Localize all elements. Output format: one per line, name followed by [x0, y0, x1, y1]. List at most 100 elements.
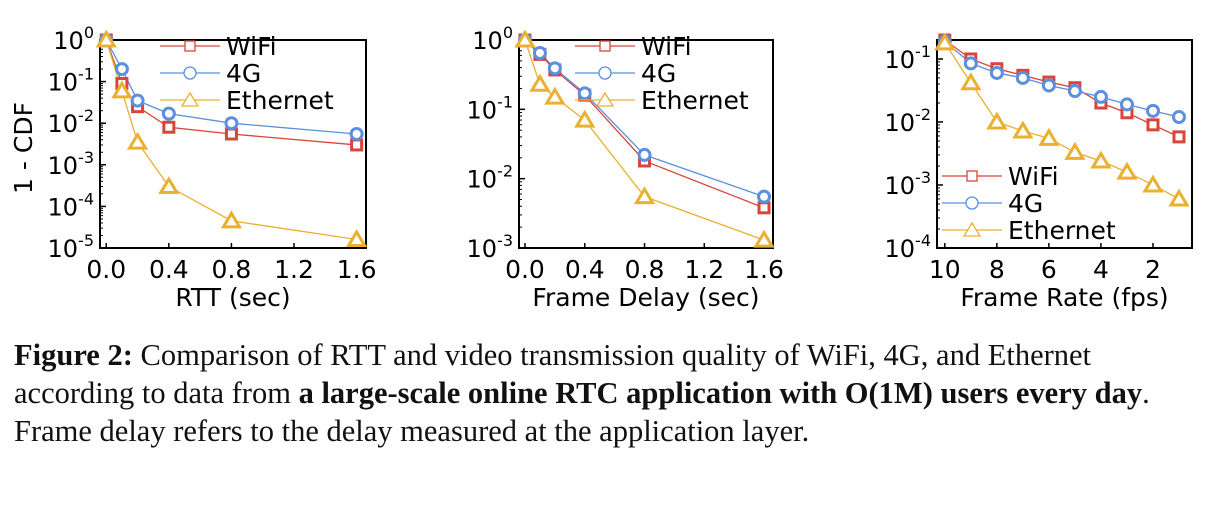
y-tick-label: 10-4: [885, 231, 932, 263]
x-tick-label: 4: [1093, 255, 1109, 284]
x-tick-label: 6: [1041, 255, 1057, 284]
data-point-4g: [989, 65, 1004, 80]
chart-3: 10 8 6 4 2 10-1 10-2 10-3 10-4 Frame Rate (fps) Wi…: [885, 32, 1193, 312]
caption-bold-text: a large-scale online RTC application wit…: [298, 376, 1143, 410]
y-tick-label: 100: [53, 23, 94, 55]
data-point-wifi: [1172, 130, 1186, 144]
data-point-4g: [1119, 97, 1134, 112]
x-tick-label: 0.4: [565, 255, 605, 284]
data-point-wifi: [1146, 118, 1160, 132]
chart-1: 0.0 0.4 0.8 1.2 1.6 100 10-1 10-2 10-3 10-4 10-5 RT…: [9, 23, 376, 312]
data-point-4g: [1145, 103, 1160, 118]
y-tick-label: 10-1: [885, 42, 932, 74]
data-point-ethernet: [960, 72, 982, 91]
y-tick-label: 10-2: [885, 105, 932, 137]
legend-label: WiFi: [1008, 162, 1059, 191]
y-tick-label: 100: [472, 23, 513, 55]
y-tick-label: 10-3: [48, 148, 95, 180]
data-point-ethernet: [345, 229, 368, 248]
legend-marker: [966, 170, 978, 182]
data-point-4g: [637, 147, 652, 162]
data-point-wifi: [757, 201, 771, 215]
figure-caption: Figure 2: Comparison of RTT and video tr…: [14, 336, 1214, 450]
data-point-4g: [130, 93, 145, 108]
data-point-ethernet: [514, 29, 536, 48]
data-point-ethernet: [753, 229, 775, 248]
legend-label: 4G: [1008, 189, 1043, 218]
data-point-4g: [1093, 89, 1108, 104]
data-point-4g: [1015, 70, 1030, 85]
data-point-4g: [532, 45, 547, 60]
legend-label: Ethernet: [641, 86, 749, 115]
data-point-ethernet: [934, 32, 956, 51]
series-line-ethernet: [944, 42, 1180, 200]
data-point-ethernet: [633, 186, 656, 205]
legend-marker: [965, 196, 979, 210]
data-point-wifi: [224, 127, 238, 141]
legend-label: 4G: [226, 59, 261, 88]
data-point-4g: [349, 127, 364, 142]
axes-frame: [518, 39, 774, 249]
legend-marker: [599, 40, 611, 52]
data-point-ethernet: [111, 80, 133, 99]
legend-marker: [962, 221, 982, 237]
data-point-ethernet: [95, 29, 117, 48]
x-tick-label: 1.2: [274, 255, 314, 284]
data-point-ethernet: [220, 210, 243, 229]
data-point-ethernet: [574, 109, 596, 128]
data-point-ethernet: [1038, 127, 1060, 146]
x-axis-label: Frame Rate (fps): [960, 283, 1168, 312]
data-point-ethernet: [1064, 141, 1086, 160]
legend-marker: [183, 66, 197, 80]
data-point-wifi: [350, 138, 364, 152]
x-tick-label: 0.8: [625, 255, 665, 284]
series-line-wifi: [105, 39, 357, 146]
legend-marker: [180, 91, 200, 107]
x-tick-label: 0.0: [86, 255, 126, 284]
legend-label: WiFi: [226, 32, 277, 61]
axes-frame: [936, 39, 1193, 249]
data-point-4g: [577, 86, 592, 101]
data-point-ethernet: [158, 176, 180, 195]
y-tick-label: 10-1: [48, 65, 95, 97]
data-point-4g: [1041, 78, 1056, 93]
y-tick-label: 10-3: [467, 231, 514, 263]
series-line-4g: [944, 40, 1180, 118]
legend-label: Ethernet: [226, 86, 334, 115]
x-tick-label: 2: [1145, 255, 1161, 284]
data-point-ethernet: [1012, 120, 1034, 139]
data-point-4g: [1171, 109, 1186, 124]
data-point-4g: [224, 116, 239, 131]
x-tick-label: 1.6: [337, 255, 377, 284]
legend-label: WiFi: [641, 32, 692, 61]
x-tick-label: 0.4: [149, 255, 189, 284]
x-axis-label: Frame Delay (sec): [532, 283, 759, 312]
series-line-ethernet: [524, 39, 765, 241]
legend-label: Ethernet: [1008, 216, 1116, 245]
data-point-4g: [161, 106, 176, 121]
legend-marker: [184, 40, 196, 52]
x-tick-label: 1.6: [744, 255, 784, 284]
caption-label: Figure 2:: [14, 338, 133, 372]
y-tick-label: 10-2: [48, 106, 95, 138]
data-point-ethernet: [544, 86, 566, 105]
data-point-ethernet: [1142, 174, 1164, 193]
y-tick-label: 10-2: [467, 162, 514, 194]
caption-text-2: . Frame delay refers to the delay measur…: [14, 376, 1150, 448]
data-point-ethernet: [986, 111, 1008, 130]
y-tick-label: 10-4: [48, 189, 95, 221]
legend-marker: [595, 91, 615, 107]
data-point-ethernet: [529, 73, 551, 92]
data-point-4g: [757, 189, 772, 204]
data-point-ethernet: [1168, 188, 1190, 207]
data-point-wifi: [162, 120, 176, 134]
data-point-4g: [1067, 84, 1082, 99]
series-line-wifi: [944, 39, 1180, 138]
x-tick-label: 0.8: [212, 255, 252, 284]
data-point-4g: [114, 62, 129, 77]
data-point-4g: [963, 56, 978, 71]
